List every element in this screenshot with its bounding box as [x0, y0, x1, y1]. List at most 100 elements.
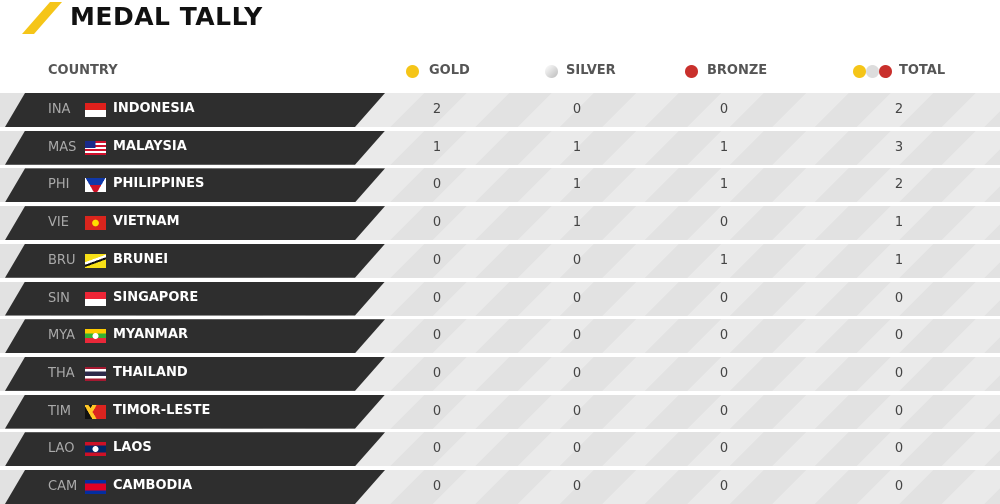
country-name: VIETNAM — [113, 214, 180, 230]
medal-count: 0 — [432, 177, 442, 193]
medal-count: 0 — [894, 441, 904, 457]
medal-count: 1 — [894, 215, 904, 231]
country-code: THA — [48, 365, 75, 381]
bronze-icon — [685, 65, 698, 78]
medal-count: 0 — [894, 290, 904, 306]
country-name: MALAYSIA — [113, 138, 187, 154]
country-cell — [5, 281, 385, 316]
medal-count: 0 — [894, 403, 904, 419]
medal-count: 0 — [432, 365, 442, 381]
medal-count: 0 — [432, 479, 442, 494]
medal-count: 0 — [432, 441, 442, 457]
medal-count: 1 — [572, 177, 582, 193]
country-code: BRU — [48, 252, 76, 268]
col-header: TOTAL — [899, 63, 946, 78]
country-name: BRUNEI — [113, 251, 169, 267]
medal-count: 0 — [719, 328, 729, 344]
medal-count: 0 — [572, 365, 582, 381]
medal-count: 3 — [894, 139, 904, 155]
flag — [85, 329, 106, 344]
country-code: CAM — [48, 479, 78, 494]
flag — [85, 178, 106, 193]
country-code: VIE — [48, 215, 69, 231]
country-code: LAO — [48, 441, 75, 457]
flag — [85, 216, 106, 231]
medal-count: 0 — [894, 328, 904, 344]
table-row: VIE VIETNAM 0 1 0 1 — [0, 206, 1000, 241]
medal-count: 1 — [432, 139, 442, 155]
country-name: THAILAND — [113, 364, 188, 380]
medal-count: 1 — [719, 252, 729, 268]
medal-count: 0 — [719, 403, 729, 419]
country-name: SINGAPORE — [113, 289, 199, 305]
table-row: MAS MALAYSIA 1 1 1 3 — [0, 130, 1000, 165]
table-row: BRU BRUNEI 0 0 1 1 — [0, 243, 1000, 278]
medal-count: 1 — [894, 252, 904, 268]
total-icon — [879, 65, 892, 78]
country-name: CAMBODIA — [113, 478, 193, 493]
medal-count: 2 — [894, 102, 904, 117]
table-row: CAM CAMBODIA 0 0 0 0 — [0, 470, 1000, 504]
medal-count: 2 — [894, 177, 904, 193]
medal-count: 0 — [572, 441, 582, 457]
table-row: SIN SINGAPORE 0 0 0 0 — [0, 281, 1000, 316]
table-row: THA THAILAND 0 0 0 0 — [0, 356, 1000, 391]
medal-count: 0 — [894, 479, 904, 494]
medal-count: 0 — [719, 365, 729, 381]
gold-icon — [406, 65, 419, 78]
col-header: SILVER — [566, 63, 616, 78]
medal-count: 1 — [719, 139, 729, 155]
medal-count: 0 — [432, 328, 442, 344]
total-icon — [866, 65, 879, 78]
country-code: SIN — [48, 290, 70, 306]
table-row: PHI PHILIPPINES 0 1 1 2 — [0, 168, 1000, 203]
logo-slash — [22, 2, 62, 34]
flag — [85, 404, 106, 419]
country-name: LAOS — [113, 440, 152, 456]
flag — [85, 291, 106, 306]
country-cell — [5, 319, 385, 354]
medal-count: 0 — [572, 290, 582, 306]
country-code: TIM — [48, 403, 71, 419]
medal-count: 0 — [719, 215, 729, 231]
medal-count: 0 — [719, 290, 729, 306]
country-cell — [5, 206, 385, 241]
country-cell — [5, 470, 385, 504]
country-code: INA — [48, 102, 71, 117]
country-code: MAS — [48, 139, 77, 155]
country-cell — [5, 93, 385, 127]
country-code: MYA — [48, 328, 76, 344]
col-header: GOLD — [429, 63, 470, 78]
medal-count: 0 — [572, 252, 582, 268]
medal-count: 1 — [719, 177, 729, 193]
country-name: INDONESIA — [113, 101, 195, 116]
flag — [85, 103, 106, 117]
country-cell — [5, 432, 385, 467]
flag — [85, 140, 106, 155]
col-header: COUNTRY — [48, 63, 118, 78]
flag — [85, 442, 106, 457]
table-row: TIM TIMOR-LESTE 0 0 0 0 — [0, 394, 1000, 429]
medal-count: 1 — [572, 139, 582, 155]
medal-count: 0 — [719, 441, 729, 457]
col-header: BRONZE — [707, 63, 768, 78]
total-icon — [853, 65, 866, 78]
medal-count: 2 — [432, 102, 442, 117]
medal-count: 0 — [572, 479, 582, 494]
country-name: PHILIPPINES — [113, 176, 205, 192]
medal-count: 0 — [894, 365, 904, 381]
medal-count: 1 — [572, 215, 582, 231]
country-name: MYANMAR — [113, 327, 189, 343]
medal-count: 0 — [432, 403, 442, 419]
country-cell — [5, 356, 385, 391]
table-row: INA INDONESIA 2 0 0 2 — [0, 93, 1000, 127]
flag — [85, 253, 106, 268]
silver-icon — [545, 65, 558, 78]
country-name: TIMOR-LESTE — [113, 402, 211, 418]
medal-count: 0 — [572, 403, 582, 419]
country-code: PHI — [48, 177, 70, 193]
medal-count: 0 — [572, 102, 582, 117]
medal-count: 0 — [432, 252, 442, 268]
title: MEDAL TALLY — [70, 2, 263, 31]
